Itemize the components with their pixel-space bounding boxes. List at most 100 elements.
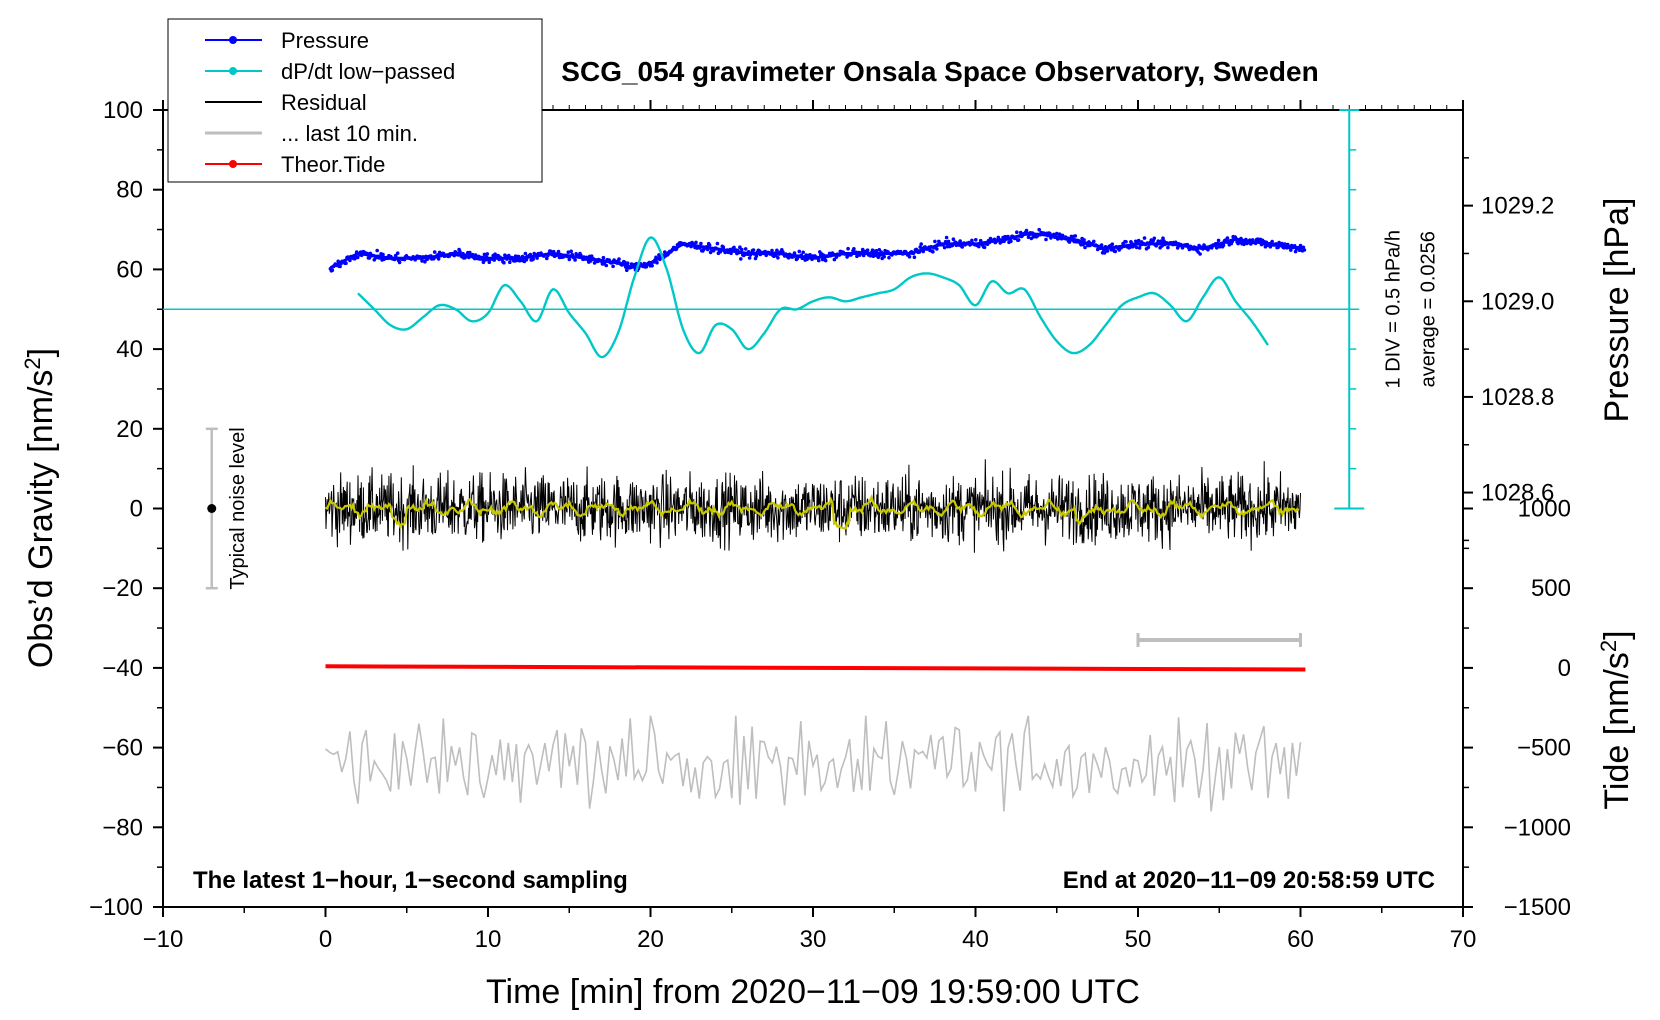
pressure-point [944,235,949,240]
legend-label: Pressure [281,28,369,53]
pressure-point [611,264,615,269]
tide-tick-label: −500 [1517,735,1571,762]
pressure-point [601,255,606,260]
y-tick-label: 100 [103,97,143,124]
pressure-point [1073,234,1078,238]
pressure-point [1214,246,1219,250]
pressure-point [707,243,712,247]
pressure-point [395,251,400,255]
y-tick-label: −100 [89,894,143,921]
last-10-min-line [324,715,1302,812]
y-tick-label: 40 [116,336,143,363]
legend-label: Residual [281,90,367,115]
residual-line [325,459,1301,553]
pressure-point [481,260,486,265]
pressure-point [946,239,951,244]
pressure-point [1044,237,1048,242]
pressure-point [1037,227,1041,232]
legend-label: Theor.Tide [281,152,385,177]
y-tick-label: −80 [102,814,143,841]
pressure-point [942,245,947,250]
y-tick-label: 20 [116,416,143,443]
pressure-point [1301,245,1306,250]
pressure-point [912,255,917,259]
pressure-point [436,257,441,261]
pressure-point [1136,238,1141,243]
pressure-point [1018,230,1023,235]
pressure-point [468,250,472,255]
pressure-point [1270,239,1274,244]
pressure-point [1161,236,1165,240]
y-tick-label: 60 [116,256,143,283]
x-tick-label: 10 [475,926,502,953]
pressure-point [397,260,402,265]
y-tick-label: −40 [102,655,143,682]
pressure-point [1110,242,1115,246]
pressure-point [375,248,380,253]
tide-axis-title-main: Tide [nm/s [1598,652,1636,809]
pressure-point [487,260,492,265]
pressure-point [1289,248,1293,252]
pressure-point [874,249,879,253]
pressure-line [329,232,1303,270]
pressure-tick-label: 1028.6 [1481,480,1554,507]
pressure-point [865,248,870,252]
pressure-point [1159,239,1163,243]
pressure-point [855,254,859,259]
pressure-point [982,245,987,250]
tide-tick-label: −1000 [1504,814,1571,841]
pressure-point [482,252,487,257]
tide-tick-label: 500 [1531,575,1571,602]
pressure-point [740,247,744,252]
pressure-point [770,248,774,253]
pressure-point [919,242,923,246]
pressure-point [960,245,964,249]
pressure-point [523,251,528,256]
pressure-point [589,254,594,258]
legend-swatch-marker [229,160,237,168]
dpdt-line [357,236,1269,359]
x-tick-label: 50 [1125,926,1152,953]
pressure-point [931,250,935,254]
pressure-point [786,255,791,260]
pressure-point [1026,235,1031,239]
pressure-axis-ticks: 1028.6 1028.8 1029.0 1029.2 [1463,157,1554,542]
y-tick-label: 80 [116,177,143,204]
pressure-point [951,237,956,241]
pressure-point [974,238,978,242]
pressure-axis-title: Pressure [hPa] [1598,198,1636,423]
pressure-point [776,255,780,260]
pressure-point [970,238,974,243]
legend-swatch-marker [229,36,237,44]
pressure-point [381,252,385,257]
y-axis-title-main: Obs’d Gravity [nm/s [22,370,60,669]
pressure-point [566,250,571,254]
residual-smoothed-line [324,494,1300,530]
pressure-point [823,258,828,263]
pressure-point [437,250,442,255]
pressure-point [485,252,490,256]
pressure-point [1124,240,1128,244]
pressure-point [1198,252,1202,256]
y-tick-label: 0 [130,496,143,523]
pressure-tick-label: 1029.2 [1481,193,1554,220]
pressure-point [344,261,348,266]
pressure-point [797,249,802,254]
pressure-point [355,255,360,260]
x-tick-label: 60 [1287,926,1314,953]
pressure-point [508,260,512,265]
x-tick-label: −10 [143,926,184,953]
pressure-point [732,245,736,250]
tide-axis-ticks: −1500 −1000 −500 0 500 1000 [1463,496,1571,921]
pressure-point [1024,228,1029,233]
pressure-point [1016,238,1021,242]
pressure-point [617,257,621,261]
pressure-point [775,248,779,253]
y-tick-label: −20 [102,575,143,602]
pressure-point [1293,249,1298,254]
pressure-point [832,257,837,262]
pressure-point [545,256,549,261]
pressure-point [1249,242,1253,246]
dpdt-scale-label: 1 DIV = 0.5 hPa/h [1382,230,1404,388]
pressure-point [801,250,805,255]
